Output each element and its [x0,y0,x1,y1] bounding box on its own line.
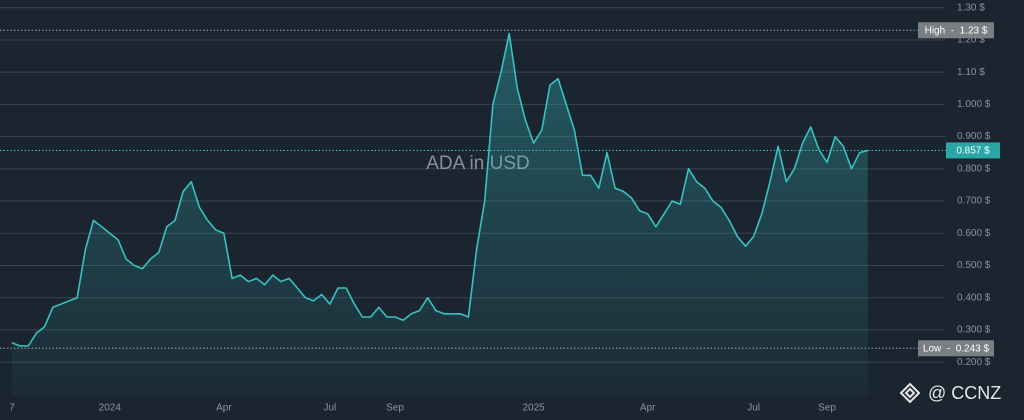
x-tick-label: Sep [818,403,836,414]
y-tick-label: 1.20 $ [957,35,985,46]
logo-icon [899,382,921,404]
current-box [946,142,1000,159]
high-box [918,22,994,39]
high-label: High - 1.23 $ [925,25,988,36]
x-tick-label: Apr [216,403,232,414]
current-label: 0.857 $ [956,146,990,157]
low-label: Low - 0.243 $ [923,343,990,354]
line [11,32,869,347]
x-tick-label: Sep [386,403,404,414]
y-tick-label: 1.000 $ [957,99,991,110]
brand: @ CCNZ [928,383,1001,403]
y-tick-label: 0.700 $ [957,196,991,207]
x-tick-label: 2025 [522,403,545,414]
x-tick-label: Apr [640,403,656,414]
area [12,33,868,395]
y-tick-label: 1.10 $ [957,67,985,78]
y-tick-label: 0.900 $ [957,131,991,142]
x-tick-label: 2024 [99,403,122,414]
x-tick-label: Jul [747,403,760,414]
brand-logo [899,382,921,404]
y-tick-label: 0.800 $ [957,163,991,174]
y-tick-label: 1.30 $ [957,2,985,13]
low-box [918,340,994,357]
y-tick-label: 0.300 $ [957,325,991,336]
annotations: High - 1.23 $ Low - 0.243 $ 0.857 $ [0,22,1000,357]
x-tick-label: 7 [9,403,15,414]
y-tick-label: 0.200 $ [957,357,991,368]
plot [11,32,869,395]
y-tick-label: 0.600 $ [957,228,991,239]
y-tick-label: 0.500 $ [957,260,991,271]
y-tick-label: 0.400 $ [957,292,991,303]
x-tick-label: Jul [323,403,336,414]
